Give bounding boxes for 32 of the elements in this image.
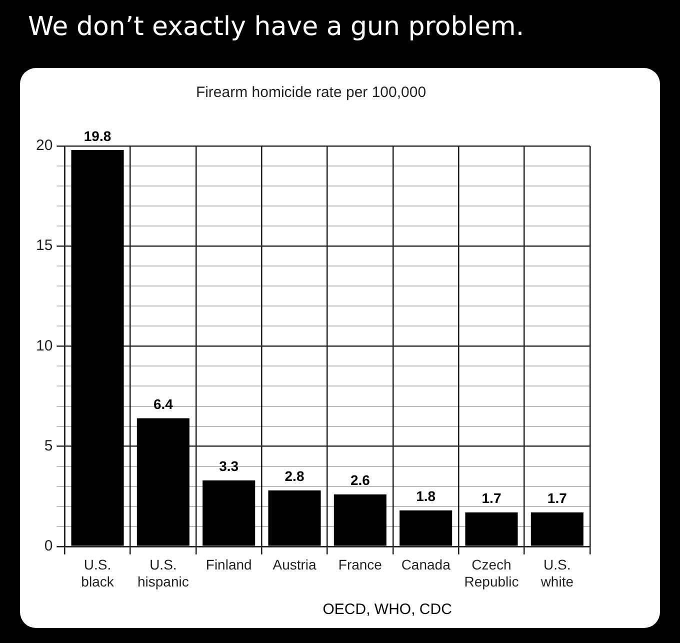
x-tick-label: France — [338, 556, 382, 573]
bar — [136, 418, 190, 546]
x-tick-label: U.S. white — [540, 556, 574, 590]
x-tick-label: Finland — [206, 556, 252, 573]
bar — [71, 150, 124, 546]
chart-title: We don’t exactly have a gun problem. — [28, 12, 524, 42]
y-tick-label: 0 — [44, 538, 53, 555]
chart-subtitle: Firearm homicide rate per 100,000 — [196, 84, 426, 102]
data-label: 19.8 — [84, 128, 112, 144]
data-label: 3.3 — [219, 458, 239, 474]
bar — [202, 480, 256, 546]
y-tick-label: 10 — [36, 337, 53, 354]
y-tick-label: 20 — [36, 137, 53, 154]
bar — [400, 510, 452, 546]
bar — [268, 490, 321, 546]
data-label: 1.7 — [547, 490, 568, 506]
x-tick-label: U.S. hispanic — [137, 556, 189, 590]
bar — [334, 494, 386, 546]
data-label: 2.8 — [284, 468, 304, 484]
data-label: 1.7 — [482, 490, 502, 506]
x-tick-label: U.S. black — [81, 556, 115, 590]
bar — [530, 512, 584, 546]
x-tick-label: Austria — [272, 556, 317, 573]
y-tick-label: 5 — [44, 437, 53, 454]
x-tick-label: Canada — [401, 556, 451, 573]
data-label: 1.8 — [416, 488, 436, 504]
data-label: 6.4 — [153, 396, 174, 412]
bar — [465, 512, 518, 546]
text: OECD, WHO, CDC — [322, 601, 452, 618]
x-tick-label: Czech Republic — [464, 556, 519, 590]
data-label: 2.6 — [350, 472, 370, 488]
y-tick-label: 15 — [36, 237, 53, 254]
